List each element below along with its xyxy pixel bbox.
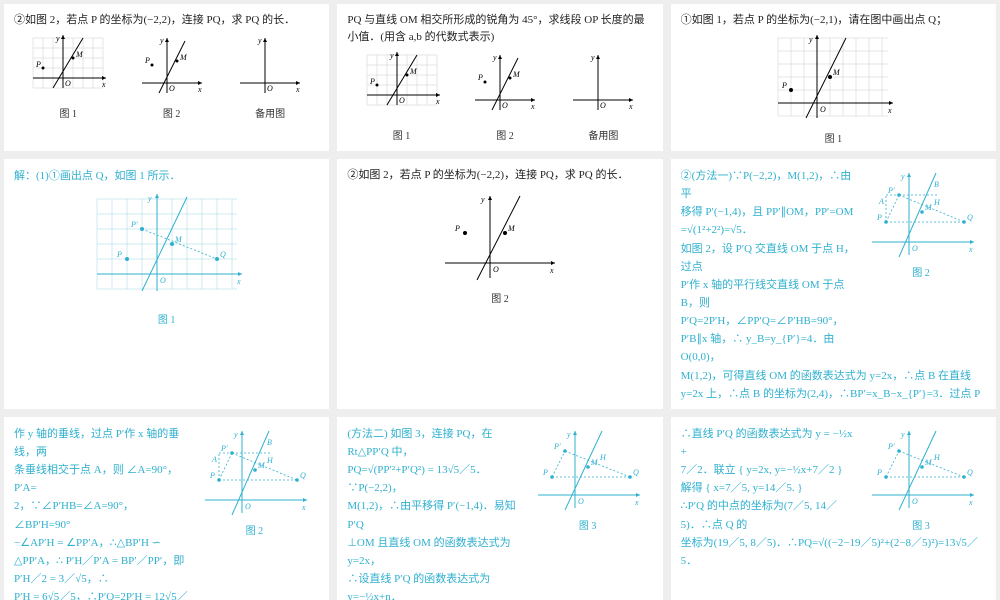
svg-text:x: x — [197, 85, 202, 94]
fig-c1-1: P M Ox y — [28, 33, 108, 103]
svg-text:O: O — [493, 265, 499, 274]
svg-text:H: H — [933, 198, 941, 207]
svg-text:A: A — [211, 455, 217, 464]
svg-text:P: P — [477, 73, 483, 82]
svg-text:Q: Q — [300, 471, 306, 480]
svg-text:M: M — [179, 53, 188, 62]
card-2: PQ 与直线 OM 相交所形成的锐角为 45°，求线段 OP 长度的最小值．(用… — [337, 4, 662, 151]
svg-text:P: P — [454, 224, 460, 233]
svg-text:O: O — [578, 497, 584, 506]
svg-text:x: x — [968, 498, 973, 507]
svg-text:y: y — [55, 34, 60, 43]
svg-text:B: B — [267, 438, 272, 447]
svg-text:y: y — [389, 51, 394, 60]
svg-text:x: x — [435, 97, 440, 106]
card-5: ②如图 2，若点 P 的坐标为(−2,2)，连接 PQ，求 PQ 的长． P M… — [337, 159, 662, 409]
svg-text:O: O — [502, 101, 508, 110]
card-3: ①如图 1，若点 P 的坐标为(−2,1)，请在图中画出点 Q； P M Ox y… — [671, 4, 996, 151]
svg-text:y: y — [480, 195, 485, 204]
svg-text:H: H — [933, 453, 941, 462]
svg-text:y: y — [808, 35, 813, 44]
svg-text:O: O — [267, 84, 273, 93]
svg-text:y: y — [159, 36, 164, 45]
svg-text:B: B — [934, 180, 939, 189]
svg-text:P: P — [542, 468, 548, 477]
svg-text:x: x — [628, 102, 633, 111]
page-grid: ②如图 2，若点 P 的坐标为(−2,2)，连接 PQ，求 PQ 的长． P M… — [0, 0, 1000, 600]
svg-text:Q: Q — [220, 250, 226, 259]
svg-text:x: x — [101, 80, 106, 89]
svg-text:Q: Q — [967, 213, 973, 222]
svg-text:O: O — [600, 101, 606, 110]
svg-text:O: O — [169, 84, 175, 93]
svg-text:M: M — [832, 68, 841, 77]
svg-text:O: O — [399, 96, 405, 105]
svg-text:M: M — [409, 67, 418, 76]
card-1: ②如图 2，若点 P 的坐标为(−2,2)，连接 PQ，求 PQ 的长． P M… — [4, 4, 329, 151]
svg-text:x: x — [236, 277, 241, 286]
svg-text:P: P — [781, 81, 787, 90]
fig-c1-3: Ox y — [235, 33, 305, 103]
svg-text:Q: Q — [633, 468, 639, 477]
svg-text:P: P — [876, 468, 882, 477]
c5-prompt: ②如图 2，若点 P 的坐标为(−2,2)，连接 PQ，求 PQ 的长． — [347, 167, 652, 184]
svg-text:M: M — [590, 458, 599, 467]
svg-text:y: y — [900, 172, 905, 181]
card-7: 作 y 轴的垂线，过点 P′作 x 轴的垂线，两 条垂线相交于点 A，则 ∠A=… — [4, 417, 329, 600]
svg-text:O: O — [912, 497, 918, 506]
card-8: (方法二) 如图 3，连接 PQ，在 Rt△PP′Q 中， PQ=√(PP′²+… — [337, 417, 662, 600]
c3-prompt: ①如图 1，若点 P 的坐标为(−2,1)，请在图中画出点 Q； — [681, 12, 986, 29]
svg-text:y: y — [900, 430, 905, 439]
svg-text:y: y — [233, 430, 238, 439]
svg-text:x: x — [301, 503, 306, 512]
svg-text:O: O — [912, 244, 918, 253]
svg-text:y: y — [257, 36, 262, 45]
svg-text:O: O — [160, 276, 166, 285]
c4-head: 解：(1)①画出点 Q，如图 1 所示． — [14, 167, 319, 185]
card-9: ∴直线 P′Q 的函数表达式为 y = −½x + 7／2．联立 { y=2x,… — [671, 417, 996, 600]
svg-text:A: A — [878, 197, 884, 206]
svg-text:H: H — [266, 456, 274, 465]
c1-prompt: ②如图 2，若点 P 的坐标为(−2,2)，连接 PQ，求 PQ 的长． — [14, 12, 319, 29]
c2-prompt: PQ 与直线 OM 相交所形成的锐角为 45°，求线段 OP 长度的最小值．(用… — [347, 12, 652, 46]
svg-text:P′: P′ — [887, 186, 895, 195]
fig-c1-2: P M Ox y — [137, 33, 207, 103]
svg-text:y: y — [492, 53, 497, 62]
svg-text:P′: P′ — [553, 442, 561, 451]
svg-text:M: M — [75, 50, 84, 59]
svg-text:M: M — [512, 70, 521, 79]
svg-text:M: M — [507, 224, 516, 233]
svg-text:O: O — [820, 105, 826, 114]
svg-text:M: M — [924, 458, 933, 467]
svg-text:Q: Q — [967, 468, 973, 477]
svg-text:y: y — [590, 53, 595, 62]
svg-text:x: x — [634, 498, 639, 507]
svg-text:O: O — [65, 79, 71, 88]
svg-text:P: P — [35, 60, 41, 69]
svg-text:y: y — [147, 194, 152, 203]
svg-text:x: x — [968, 245, 973, 254]
svg-text:P: P — [116, 250, 122, 259]
svg-text:x: x — [887, 106, 892, 115]
svg-text:x: x — [530, 102, 535, 111]
svg-text:O: O — [245, 502, 251, 511]
svg-text:x: x — [295, 85, 300, 94]
card-6: ②(方法一)∵P(−2,2)，M(1,2)，∴由平 移得 P′(−1,4)，且 … — [671, 159, 996, 409]
svg-text:P: P — [876, 213, 882, 222]
svg-text:P′: P′ — [220, 444, 228, 453]
svg-text:P: P — [144, 56, 150, 65]
svg-text:y: y — [566, 430, 571, 439]
svg-text:H: H — [599, 453, 607, 462]
svg-text:x: x — [549, 266, 554, 275]
svg-text:P′: P′ — [887, 442, 895, 451]
svg-text:P: P — [209, 471, 215, 480]
card-4: 解：(1)①画出点 Q，如图 1 所示． P P′ M Q Oxy — [4, 159, 329, 409]
svg-text:P: P — [369, 77, 375, 86]
svg-text:P′: P′ — [130, 220, 138, 229]
